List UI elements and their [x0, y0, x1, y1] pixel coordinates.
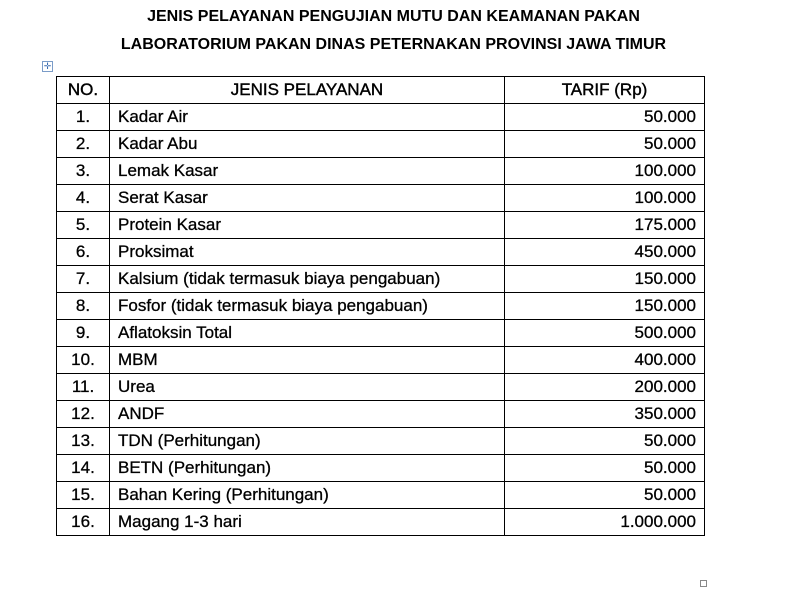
table-row: 6. Proksimat 450.000	[56, 238, 705, 266]
row-number: 16.	[56, 508, 110, 536]
service-name: Kalsium (tidak termasuk biaya pengabuan)	[109, 265, 505, 293]
row-number: 1.	[56, 103, 110, 131]
tariff-value: 50.000	[504, 427, 705, 455]
tariff-value: 50.000	[504, 130, 705, 158]
service-name: Magang 1-3 hari	[109, 508, 505, 536]
row-number: 11.	[56, 373, 110, 401]
row-number: 7.	[56, 265, 110, 293]
table-row: 1. Kadar Air 50.000	[56, 103, 705, 131]
header-service: JENIS PELAYANAN	[109, 76, 505, 104]
row-number: 8.	[56, 292, 110, 320]
header-tariff: TARIF (Rp)	[504, 76, 705, 104]
service-name: Aflatoksin Total	[109, 319, 505, 347]
move-icon[interactable]: ✛	[42, 61, 53, 72]
tariff-value: 1.000.000	[504, 508, 705, 536]
tariff-value: 150.000	[504, 265, 705, 293]
tariff-value: 50.000	[504, 103, 705, 131]
table-row: 11. Urea 200.000	[56, 373, 705, 401]
table-row: 5. Protein Kasar 175.000	[56, 211, 705, 239]
service-name: TDN (Perhitungan)	[109, 427, 505, 455]
document-title-line2: LABORATORIUM PAKAN DINAS PETERNAKAN PROV…	[120, 36, 667, 53]
tariff-value: 200.000	[504, 373, 705, 401]
tariff-value: 450.000	[504, 238, 705, 266]
table-row: 4. Serat Kasar 100.000	[56, 184, 705, 212]
service-name: Protein Kasar	[109, 211, 505, 239]
tariff-table: NO. JENIS PELAYANAN TARIF (Rp) 1. Kadar A…	[56, 76, 705, 536]
table-row: 15. Bahan Kering (Perhitungan) 50.000	[56, 481, 705, 509]
row-number: 12.	[56, 400, 110, 428]
table-row: 10. MBM 400.000	[56, 346, 705, 374]
service-name: Urea	[109, 373, 505, 401]
table-row: 8. Fosfor (tidak termasuk biaya pengabuan…	[56, 292, 705, 320]
header-no: NO.	[56, 76, 110, 104]
service-name: ANDF	[109, 400, 505, 428]
tariff-value: 350.000	[504, 400, 705, 428]
table-row: 13. TDN (Perhitungan) 50.000	[56, 427, 705, 455]
service-name: Proksimat	[109, 238, 505, 266]
row-number: 14.	[56, 454, 110, 482]
row-number: 5.	[56, 211, 110, 239]
row-number: 6.	[56, 238, 110, 266]
row-number: 3.	[56, 157, 110, 185]
row-number: 9.	[56, 319, 110, 347]
row-number: 13.	[56, 427, 110, 455]
service-name: Lemak Kasar	[109, 157, 505, 185]
tariff-value: 50.000	[504, 481, 705, 509]
row-number: 4.	[56, 184, 110, 212]
table-header-row: NO. JENIS PELAYANAN TARIF (Rp)	[56, 76, 705, 104]
table-row: 3. Lemak Kasar 100.000	[56, 157, 705, 185]
resize-handle-icon[interactable]	[700, 580, 707, 587]
service-name: BETN (Perhitungan)	[109, 454, 505, 482]
tariff-value: 400.000	[504, 346, 705, 374]
document-title-line1: JENIS PELAYANAN PENGUJIAN MUTU DAN KEAMA…	[147, 8, 640, 25]
tariff-value: 150.000	[504, 292, 705, 320]
service-name: Kadar Air	[109, 103, 505, 131]
table-row: 16. Magang 1-3 hari 1.000.000	[56, 508, 705, 536]
table-row: 12. ANDF 350.000	[56, 400, 705, 428]
service-name: Kadar Abu	[109, 130, 505, 158]
service-name: MBM	[109, 346, 505, 374]
table-row: 14. BETN (Perhitungan) 50.000	[56, 454, 705, 482]
row-number: 10.	[56, 346, 110, 374]
tariff-value: 100.000	[504, 157, 705, 185]
tariff-value: 175.000	[504, 211, 705, 239]
tariff-value: 100.000	[504, 184, 705, 212]
service-name: Serat Kasar	[109, 184, 505, 212]
tariff-value: 50.000	[504, 454, 705, 482]
row-number: 2.	[56, 130, 110, 158]
tariff-value: 500.000	[504, 319, 705, 347]
service-name: Bahan Kering (Perhitungan)	[109, 481, 505, 509]
service-name: Fosfor (tidak termasuk biaya pengabuan)	[109, 292, 505, 320]
table-row: 2. Kadar Abu 50.000	[56, 130, 705, 158]
table-row: 9. Aflatoksin Total 500.000	[56, 319, 705, 347]
table-row: 7. Kalsium (tidak termasuk biaya pengabua…	[56, 265, 705, 293]
row-number: 15.	[56, 481, 110, 509]
